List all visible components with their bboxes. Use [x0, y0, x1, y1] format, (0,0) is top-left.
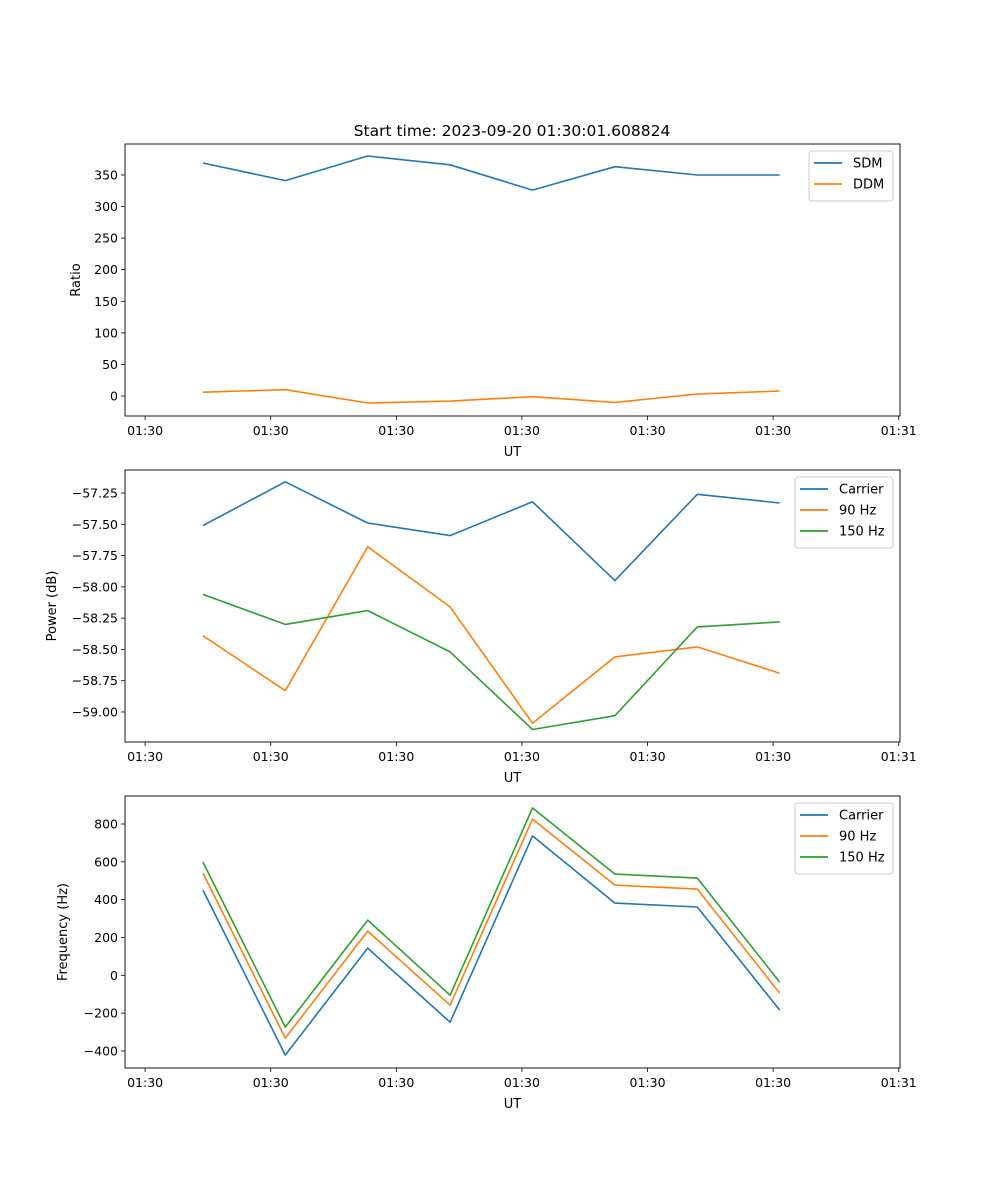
y-tick-label: 400 [94, 892, 118, 907]
y-tick-label: 0 [110, 968, 118, 983]
y-tick-label: 300 [94, 199, 118, 214]
x-tick-label: 01:30 [504, 1075, 540, 1090]
y-tick-label: 600 [94, 854, 118, 869]
x-tick-label: 01:30 [630, 749, 666, 764]
y-tick-label: 100 [94, 325, 118, 340]
legend: Carrier 90 Hz 150 Hz [794, 802, 894, 875]
y-axis-label: Frequency (Hz) [56, 883, 71, 981]
x-tick-label: 01:30 [253, 749, 289, 764]
y-tick-label: −59.00 [72, 704, 118, 719]
x-axis-label: UT [504, 445, 522, 460]
y-tick-label: −400 [84, 1043, 118, 1058]
x-tick-label: 01:30 [630, 1075, 666, 1090]
x-tick-label: 01:30 [504, 423, 540, 438]
series-line-150-hz [202, 807, 781, 1028]
y-tick-label: −200 [84, 1006, 118, 1021]
x-tick-label: 01:30 [378, 423, 414, 438]
y-tick-label: −58.00 [72, 579, 118, 594]
x-tick-label: 01:30 [504, 749, 540, 764]
legend-label: 150 Hz [839, 525, 885, 540]
legend-label: Carrier [839, 483, 884, 498]
y-tick-label: 250 [94, 231, 118, 246]
series-line-90-hz [202, 545, 780, 725]
axes-frame [124, 143, 901, 417]
x-tick-label: 01:30 [253, 423, 289, 438]
legend-label: DDM [853, 178, 884, 193]
legend-label: 150 Hz [839, 851, 885, 866]
x-tick-label: 01:30 [630, 423, 666, 438]
y-tick-label: 0 [110, 389, 118, 404]
legend-label: 90 Hz [839, 504, 876, 519]
axes-frame [124, 469, 901, 743]
legend-label: 90 Hz [839, 830, 876, 845]
x-tick-label: 01:31 [881, 749, 917, 764]
subplot-1: 0 50 100 150 200 250 300 350 01:30 01:30 01:30 01:3… [69, 143, 917, 460]
y-tick-label: 350 [94, 167, 118, 182]
y-tick-label: −57.50 [72, 517, 118, 532]
x-axis-label: UT [504, 771, 522, 786]
y-tick-label: −58.50 [72, 642, 118, 657]
x-tick-label: 01:30 [755, 423, 791, 438]
y-tick-label: 150 [94, 294, 118, 309]
legend: SDM DDM [808, 150, 894, 202]
x-tick-label: 01:31 [881, 1075, 917, 1090]
x-tick-label: 01:31 [881, 423, 917, 438]
chart-title: Start time: 2023-09-20 01:30:01.608824 [354, 122, 671, 140]
x-tick-label: 01:30 [127, 423, 163, 438]
series-line-150-hz [202, 593, 780, 731]
y-tick-label: 200 [94, 262, 118, 277]
legend-label: Carrier [839, 809, 884, 824]
y-tick-label: −58.75 [72, 673, 118, 688]
legend: Carrier 90 Hz 150 Hz [794, 476, 894, 549]
y-tick-label: 200 [94, 930, 118, 945]
legend-label: SDM [853, 157, 882, 172]
x-tick-label: 01:30 [127, 1075, 163, 1090]
y-tick-label: −57.75 [72, 548, 118, 563]
x-tick-label: 01:30 [755, 749, 791, 764]
series-line-ddm [202, 388, 780, 404]
series-line-carrier [202, 835, 781, 1056]
x-tick-label: 01:30 [755, 1075, 791, 1090]
y-axis-label: Ratio [69, 263, 84, 296]
x-tick-label: 01:30 [127, 749, 163, 764]
series-line-carrier [202, 480, 780, 582]
x-tick-label: 01:30 [378, 749, 414, 764]
axes-frame [124, 795, 901, 1069]
x-axis-label: UT [504, 1097, 522, 1112]
y-tick-label: −58.25 [72, 611, 118, 626]
y-axis-label: Power (dB) [45, 571, 60, 642]
subplot-2: −59.00 −58.75 −58.50 −58.25 −58.00 −57.75 −57.… [45, 469, 917, 786]
y-tick-label: −57.25 [72, 486, 118, 501]
series-line-sdm [202, 155, 780, 191]
y-tick-label: 50 [102, 357, 118, 372]
series-line-90-hz [202, 818, 781, 1039]
y-tick-label: 800 [94, 816, 118, 831]
x-tick-label: 01:30 [253, 1075, 289, 1090]
subplot-3: −400 −200 0 200 400 600 800 01:30 01:30 01:30 01:3… [56, 795, 917, 1112]
x-tick-label: 01:30 [378, 1075, 414, 1090]
